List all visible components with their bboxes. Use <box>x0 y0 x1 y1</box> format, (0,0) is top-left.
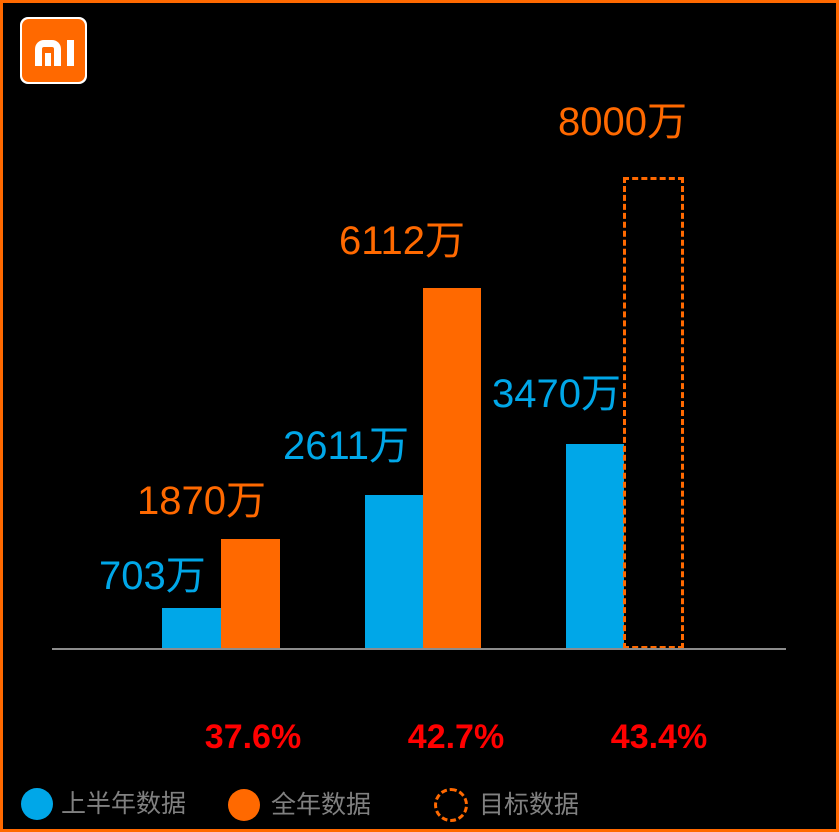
bar-full-year-group1 <box>221 539 280 649</box>
x-axis-line <box>52 648 786 650</box>
bar-first-half-group2 <box>365 495 423 649</box>
legend-label-full-year: 全年数据 <box>271 791 372 819</box>
growth-label-group1: 37.6% <box>204 718 302 756</box>
mi-logo-icon <box>35 40 74 66</box>
mi-logo <box>20 17 87 84</box>
bar-full-year-group2 <box>423 288 481 649</box>
value-label-h1-2013: 2611万 <box>283 424 410 468</box>
growth-label-group3: 43.4% <box>610 718 708 756</box>
bar-first-half-group1 <box>162 608 221 649</box>
bar-first-half-group3 <box>566 444 624 649</box>
legend-swatch-dashed-circle <box>434 788 468 822</box>
legend-swatch-orange-circle <box>228 789 260 821</box>
legend-label-first-half: 上半年数据 <box>61 790 187 818</box>
legend-swatch-blue-circle <box>21 788 53 820</box>
value-label-full-2013: 6112万 <box>339 219 466 263</box>
legend-label-target: 目标数据 <box>479 791 580 819</box>
growth-label-group2: 42.7% <box>407 718 505 756</box>
value-label-h1-2012: 703万 <box>99 554 206 598</box>
bar-target-group3 <box>623 177 684 649</box>
value-label-h1-2014: 3470万 <box>492 372 621 416</box>
value-label-full-2012: 1870万 <box>137 479 266 523</box>
mi-logo-background <box>22 19 85 82</box>
value-label-target-2014: 8000万 <box>558 100 687 144</box>
